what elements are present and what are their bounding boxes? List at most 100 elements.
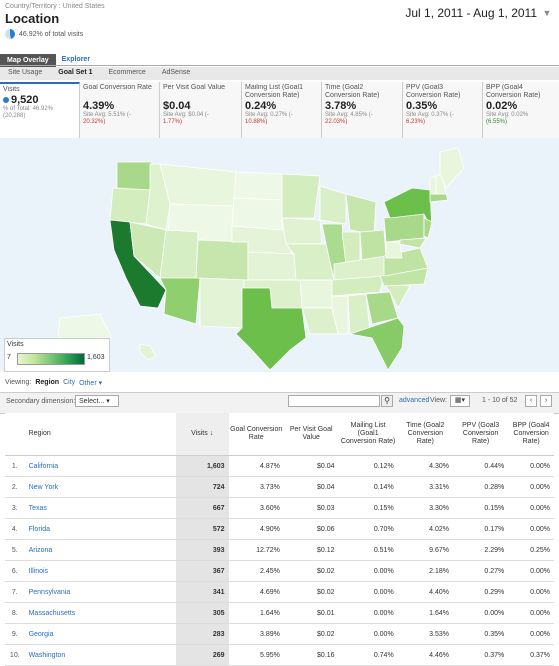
region-link[interactable]: Illinois	[24, 560, 176, 582]
pie-chart-icon	[5, 29, 15, 39]
tab-map-overlay[interactable]: Map Overlay	[0, 54, 56, 67]
next-page-icon[interactable]: ›	[540, 395, 552, 407]
col-header-goal4[interactable]: BPP (Goal4 Conversion Rate)	[508, 413, 554, 456]
region-link[interactable]: Washington	[24, 644, 176, 666]
table-cell: 0.70%	[338, 518, 398, 540]
col-header-visits[interactable]: Visits ↓	[175, 413, 229, 456]
metric-goal2[interactable]: Time (Goal2 Conversion Rate) 3.78% Site …	[322, 82, 403, 138]
table-cell: $0.16	[283, 644, 339, 666]
table-body: 1. California 1,603 4.87% $0.04 0.12% 4.30% 0.4…	[5, 455, 554, 666]
region-link[interactable]: Georgia	[24, 623, 176, 645]
map-state-hawaii	[139, 343, 157, 361]
subtab-goal-set-1[interactable]: Goal Set 1	[58, 69, 93, 76]
col-header-goal1[interactable]: Mailing List (Goal1 Conversion Rate)	[338, 413, 398, 456]
table-cell: 2.29%	[452, 539, 509, 561]
col-header-index	[5, 413, 25, 456]
col-header-goal3[interactable]: PPV (Goal3 Conversion Rate)	[452, 413, 509, 456]
table-cell: 0.00%	[508, 560, 554, 582]
table-cell: 0.35%	[452, 623, 509, 645]
legend-color-scale	[17, 353, 85, 365]
table-cell: 4.69%	[228, 581, 284, 603]
map-state-massachusetts	[429, 193, 449, 203]
table-cell: 3.30%	[397, 497, 453, 519]
secondary-dimension-select[interactable]: Select... ▾	[75, 395, 119, 407]
dimension-other[interactable]: Other ▾	[79, 380, 103, 387]
table-row: 1. California 1,603 4.87% $0.04 0.12% 4.30% 0.4…	[5, 455, 554, 477]
col-header-visits-label: Visits	[191, 430, 208, 437]
col-header-goal2[interactable]: Time (Goal2 Conversion Rate)	[397, 413, 453, 456]
metric-sub-total: (20,288)	[3, 113, 26, 119]
table-cell: 0.00%	[338, 581, 398, 603]
table-cell: 0.28%	[452, 476, 509, 498]
map-state-florida	[349, 317, 405, 371]
metric-label: PPV (Goal3 Conversion Rate)	[406, 84, 461, 99]
advanced-filter-link[interactable]: advanced	[399, 397, 430, 404]
us-map[interactable]	[0, 138, 559, 372]
cell-visits: 1,603	[175, 455, 229, 477]
us-map-svg[interactable]	[0, 138, 559, 372]
percent-of-total: 46.92% of total visits	[5, 29, 83, 39]
metric-value: 3.78%	[325, 100, 357, 112]
legend-min: 7	[7, 354, 11, 361]
map-state-oregon	[109, 187, 151, 225]
subtab-ecommerce[interactable]: Ecommerce	[108, 69, 146, 76]
col-header-region[interactable]: Region	[24, 413, 176, 456]
table-cell: 2.45%	[228, 560, 284, 582]
metric-value: 0.35%	[406, 100, 438, 112]
table-cell: $0.01	[283, 602, 339, 624]
metric-goal-conversion[interactable]: Goal Conversion Rate 4.39% Site Avg: 5.5…	[80, 82, 160, 138]
row-index: 10.	[5, 644, 25, 666]
date-range[interactable]: Jul 1, 2011 - Aug 1, 2011	[405, 6, 537, 20]
region-link[interactable]: Florida	[24, 518, 176, 540]
table-cell: 0.00%	[508, 581, 554, 603]
search-icon[interactable]: ⚲	[381, 395, 393, 407]
row-index: 8.	[5, 602, 25, 624]
subtabs: Site Usage Goal Set 1 Ecommerce AdSense	[0, 67, 559, 80]
col-header-per-visit-value[interactable]: Per Visit Goal Value	[283, 413, 339, 456]
region-link[interactable]: California	[24, 455, 176, 477]
col-header-goal-conversion[interactable]: Goal Conversion Rate	[228, 413, 284, 456]
region-link[interactable]: Texas	[24, 497, 176, 519]
table-header-row: Region Visits ↓ Goal Conversion Rate Per…	[5, 413, 554, 456]
table-row: 4. Florida 572 4.90% $0.06 0.70% 4.02% 0.17% 0.0…	[5, 518, 554, 540]
view-label: View:	[430, 397, 447, 404]
table-cell: $0.12	[283, 539, 339, 561]
subtab-adsense[interactable]: AdSense	[161, 69, 191, 76]
chevron-down-icon[interactable]: ▼	[542, 8, 552, 18]
region-link[interactable]: Pennsylvania	[24, 581, 176, 603]
table-cell: 0.17%	[452, 518, 509, 540]
map-state-montana	[159, 163, 237, 207]
table-row: 9. Georgia 283 3.89% $0.02 0.00% 3.53% 0.35% 0.0…	[5, 623, 554, 645]
map-state-minnesota	[281, 173, 321, 219]
dimension-city[interactable]: City	[63, 379, 76, 386]
cell-visits: 367	[175, 560, 229, 582]
dimension-region[interactable]: Region	[35, 379, 60, 386]
tab-explorer[interactable]: Explorer	[55, 54, 97, 67]
table-cell: $0.06	[283, 518, 339, 540]
metric-goal4[interactable]: BPP (Goal4 Conversion Rate) 0.02% Site A…	[483, 82, 559, 138]
subtab-site-usage[interactable]: Site Usage	[8, 69, 43, 76]
metric-sub: Site Avg: 4.85% (-	[325, 112, 373, 118]
map-state-maryland	[399, 237, 427, 249]
table-cell: 0.15%	[338, 497, 398, 519]
table-cell: 4.87%	[228, 455, 284, 477]
metric-goal1[interactable]: Mailing List (Goal1 Conversion Rate) 0.2…	[242, 82, 322, 138]
map-state-maine	[439, 147, 465, 189]
search-input[interactable]	[288, 395, 380, 407]
metric-per-visit-value[interactable]: Per Visit Goal Value $0.04 Site Avg: $0.…	[160, 82, 242, 138]
region-link[interactable]: New York	[24, 476, 176, 498]
map-state-alabama	[347, 293, 371, 335]
divider	[0, 65, 559, 66]
metric-visits[interactable]: Visits 9,520 % of Total: 46.92% (20,288)	[0, 82, 80, 138]
page-title: Location	[5, 11, 60, 26]
table-view-icon[interactable]: ▦▾	[450, 395, 470, 407]
map-state-new-mexico	[199, 277, 245, 329]
table-cell: 0.00%	[338, 623, 398, 645]
metric-label: Mailing List (Goal1 Conversion Rate)	[245, 84, 303, 99]
prev-page-icon[interactable]: ‹	[525, 395, 537, 407]
region-link[interactable]: Massachusetts	[24, 602, 176, 624]
region-link[interactable]: Arizona	[24, 539, 176, 561]
table-cell: $0.02	[283, 581, 339, 603]
map-state-vermont	[429, 175, 437, 195]
metric-goal3[interactable]: PPV (Goal3 Conversion Rate) 0.35% Site A…	[403, 82, 483, 138]
